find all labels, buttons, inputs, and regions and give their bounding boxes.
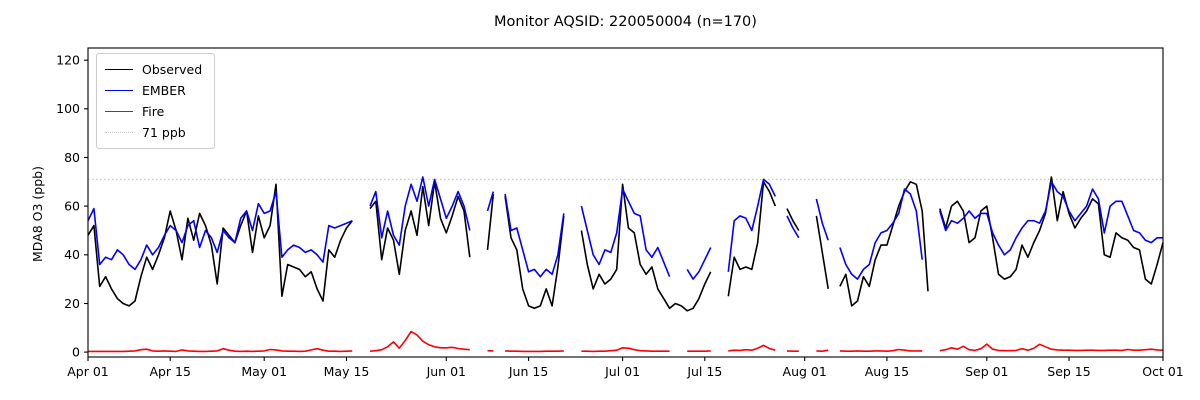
legend-label: 71 ppb — [142, 125, 186, 140]
x-tick-label: May 01 — [241, 364, 287, 379]
x-tick-label: May 15 — [324, 364, 370, 379]
chart-title: Monitor AQSID: 220050004 (n=170) — [494, 14, 757, 30]
observed-line — [87, 176, 1164, 312]
x-tick-label: Apr 01 — [67, 364, 109, 379]
legend-label: Fire — [142, 104, 165, 119]
plot-border — [87, 47, 1164, 358]
ember-line-swatch — [105, 90, 133, 91]
y-tick-label: 20 — [64, 296, 80, 311]
x-tick-label: Jun 15 — [508, 364, 548, 379]
x-tick-label: Sep 01 — [965, 364, 1008, 379]
x-tick-label: Sep 15 — [1047, 364, 1090, 379]
ember-line — [87, 176, 1163, 280]
fire-line — [88, 330, 1164, 353]
legend: Observed EMBER Fire 71 ppb — [96, 53, 216, 149]
fire-line-swatch — [105, 111, 133, 112]
y-tick-label: 0 — [72, 344, 80, 359]
legend-item-fire: Fire — [105, 101, 202, 122]
y-tick-label: 40 — [64, 247, 80, 262]
x-tick-label: Aug 15 — [865, 364, 909, 379]
legend-item-observed: Observed — [105, 59, 202, 80]
y-tick-label: 80 — [64, 150, 80, 165]
legend-item-ember: EMBER — [105, 80, 202, 101]
x-tick-label: Oct 01 — [1142, 364, 1184, 379]
legend-item-threshold: 71 ppb — [105, 122, 202, 143]
x-tick-label: Jul 15 — [686, 364, 722, 379]
y-tick-label: 120 — [56, 53, 80, 68]
x-tick-label: Aug 01 — [783, 364, 827, 379]
y-tick-label: 60 — [64, 198, 80, 213]
x-tick-label: Jul 01 — [604, 364, 640, 379]
y-axis-label: MDA8 O3 (ppb) — [30, 166, 45, 262]
observed-line-swatch — [105, 69, 133, 70]
x-tick-label: Apr 15 — [149, 364, 191, 379]
legend-label: Observed — [142, 62, 203, 77]
y-tick-label: 100 — [56, 101, 80, 116]
threshold-line-swatch — [105, 132, 133, 133]
legend-label: EMBER — [142, 83, 186, 98]
x-tick-label: Jun 01 — [426, 364, 466, 379]
